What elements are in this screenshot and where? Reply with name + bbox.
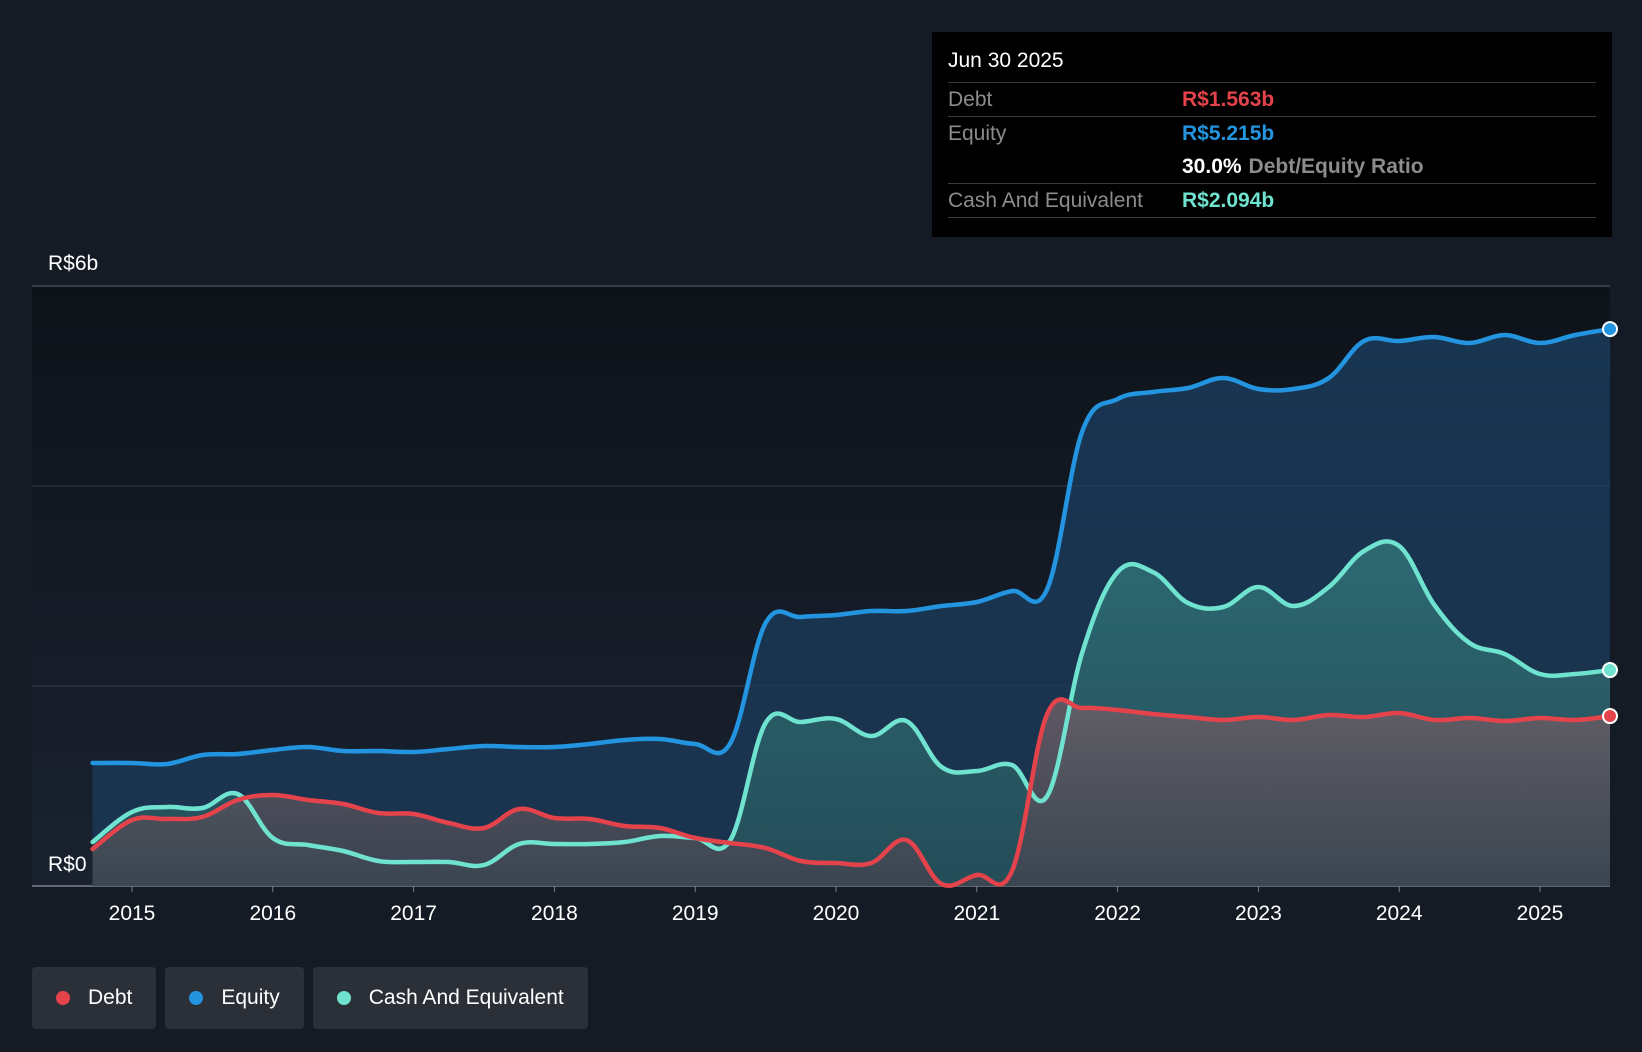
legend-label-cash: Cash And Equivalent [368, 986, 564, 1009]
legend-label-debt: Debt [88, 986, 133, 1009]
x-tick-label: 2016 [249, 902, 296, 925]
tooltip-label-debt: Debt [948, 87, 993, 111]
cash-and-equivalent-endpoint [1602, 662, 1618, 679]
x-tick-label: 2023 [1235, 902, 1282, 925]
legend-item-equity[interactable]: Equity [165, 967, 304, 1029]
series-lines [90, 326, 1616, 888]
x-tick-label: 2015 [109, 902, 156, 925]
legend-item-debt[interactable]: Debt [32, 967, 157, 1029]
tooltip-label-cash: Cash And Equivalent [948, 188, 1143, 212]
y-tick-label: R$6b [48, 252, 98, 275]
tooltip-row-equity: Equity R$5.215b [948, 116, 1596, 150]
axes: R$6b R$0 2015 2016 2017 2018 2019 2020 2021 2022 2… [48, 252, 1563, 925]
legend-dot-cash [336, 991, 351, 1005]
legend-item-cash[interactable]: Cash And Equivalent [312, 967, 588, 1029]
series-areas [92, 328, 1614, 886]
debt-line [90, 697, 1616, 888]
x-tick-label: 2022 [1094, 902, 1141, 925]
debt-area [92, 699, 1614, 886]
tooltip-ratio-value: 30.0% [1182, 154, 1242, 178]
x-tick-label: 2020 [813, 902, 860, 925]
x-tick-label: 2021 [953, 902, 1000, 925]
tooltip-label-equity: Equity [948, 121, 1007, 145]
cash-and-equivalent-line [90, 539, 1616, 869]
equity-endpoint [1602, 321, 1618, 338]
legend: Debt Equity Cash And Equivalent [32, 967, 588, 1029]
tooltip-panel: Jun 30 2025 Debt R$1.563b Equity R$5.215… [932, 32, 1612, 237]
y-tick-label: R$0 [48, 853, 87, 876]
tooltip-row-cash: Cash And Equivalent R$2.094b [948, 183, 1596, 218]
tooltip-row-ratio: 30.0% Debt/Equity Ratio [948, 150, 1596, 183]
equity-line [90, 326, 1616, 767]
x-tick-label: 2024 [1376, 902, 1423, 925]
tooltip-value-debt: R$1.563b [1182, 87, 1275, 111]
x-tick-label: 2019 [672, 902, 719, 925]
x-tick-label: 2017 [390, 902, 437, 925]
series-endpoints [1602, 321, 1618, 725]
legend-dot-debt [56, 991, 70, 1005]
legend-dot-equity [189, 991, 204, 1005]
x-tick-label: 2018 [531, 902, 578, 925]
legend-label-equity: Equity [221, 986, 280, 1009]
tooltip-ratio-label: Debt/Equity Ratio [1248, 154, 1424, 178]
tooltip-value-cash: R$2.094b [1182, 188, 1275, 212]
tooltip-value-equity: R$5.215b [1182, 121, 1275, 145]
x-tick-label: 2025 [1517, 902, 1564, 925]
debt-endpoint [1602, 708, 1618, 725]
tooltip-row-debt: Debt R$1.563b [948, 82, 1596, 116]
tooltip-date: Jun 30 2025 [948, 49, 1064, 72]
